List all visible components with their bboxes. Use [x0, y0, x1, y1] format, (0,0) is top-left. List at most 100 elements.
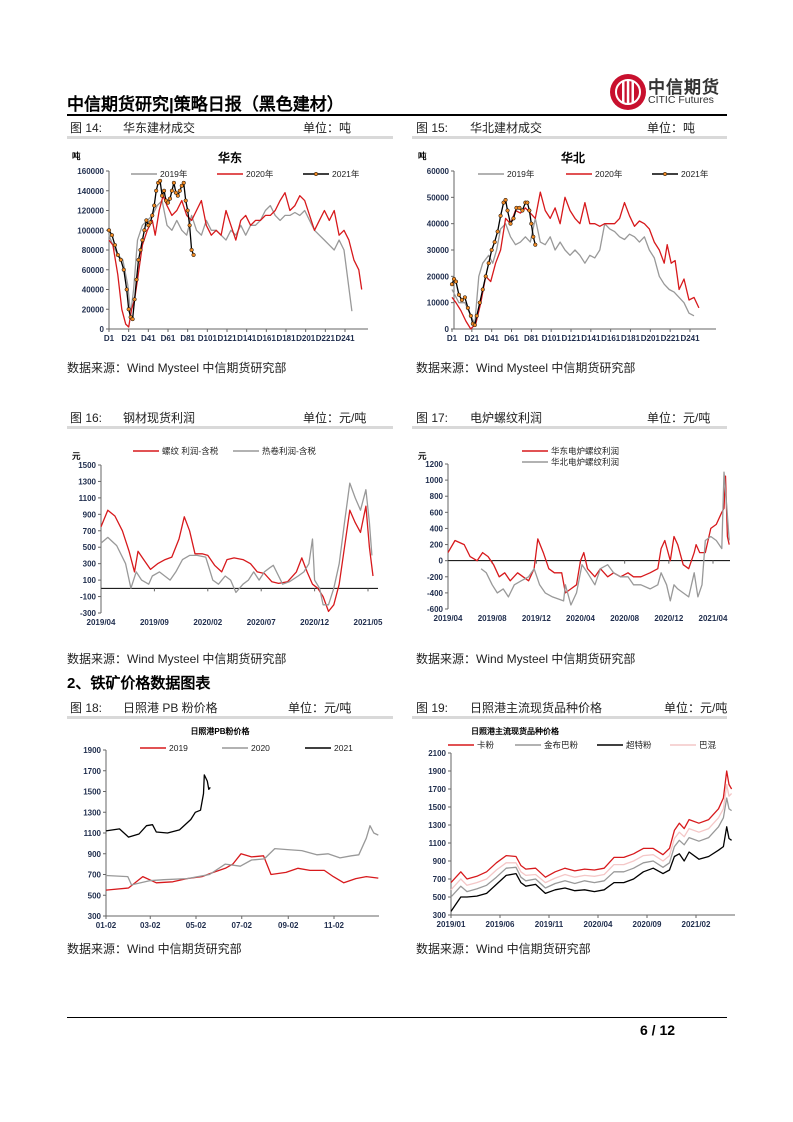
x-tick-label: 2020/09: [633, 920, 662, 929]
x-tick-label: D161: [257, 334, 277, 343]
data-point: [474, 313, 479, 318]
x-tick-label: D141: [237, 334, 257, 343]
data-point: [106, 228, 112, 233]
y-tick-label: 50000: [427, 193, 450, 202]
chart-17: -600 -400 -200 0 200 400 600 800 1000 1200 2019/04…: [418, 446, 730, 623]
header-divider: [67, 114, 727, 116]
y-axis-unit: 元: [72, 451, 81, 461]
x-tick-label: D241: [680, 334, 700, 343]
y-tick-label: 30000: [427, 246, 450, 255]
data-point: [134, 277, 139, 282]
x-tick-label: D101: [198, 334, 218, 343]
data-point: [191, 252, 196, 257]
y-tick-label: 400: [430, 524, 444, 533]
legend-label: 卡粉: [477, 740, 495, 750]
y-tick-label: 120000: [77, 207, 104, 216]
series-line: [108, 192, 363, 328]
x-tick-label: 09-02: [278, 921, 299, 930]
legend-label: 螺纹 利润-含税: [162, 446, 219, 456]
y-tick-label: 500: [88, 891, 102, 900]
x-tick-label: D201: [296, 334, 316, 343]
data-point: [505, 208, 510, 213]
figure-number: 图 16:: [70, 411, 103, 425]
chart-15: 0 10000 20000 30000 40000 50000 60000 D1 D21 D41 D…: [418, 150, 716, 343]
y-tick-label: 700: [433, 875, 447, 884]
data-point: [477, 300, 482, 305]
data-point: [489, 247, 494, 253]
data-point: [112, 243, 117, 248]
data-point: [453, 279, 459, 284]
legend-label: 2020年: [595, 169, 623, 179]
data-point: [185, 208, 190, 213]
x-tick-label: D21: [121, 334, 136, 343]
y-tick-label: 500: [83, 543, 97, 552]
y-tick-label: 900: [433, 857, 447, 866]
legend-marker: [662, 171, 668, 177]
data-point: [109, 233, 114, 238]
figure-source: 数据来源：Wind 中信期货研究部: [67, 942, 242, 956]
y-tick-label: 60000: [82, 266, 105, 275]
data-point: [459, 297, 464, 303]
y-tick-label: 0: [439, 557, 444, 566]
y-tick-label: 600: [430, 508, 444, 517]
data-point: [503, 197, 508, 203]
series-line: [450, 826, 732, 912]
data-point: [130, 317, 135, 322]
page-number: 6 / 12: [640, 1022, 676, 1038]
y-tick-label: 700: [83, 527, 97, 536]
chart-title: 日照港PB粉价格: [190, 726, 250, 736]
x-tick-label: 2020/12: [300, 618, 329, 627]
data-point: [517, 205, 522, 210]
x-tick-label: 2019/01: [437, 920, 466, 929]
y-tick-label: 800: [430, 492, 444, 501]
y-tick-label: 1500: [428, 803, 446, 812]
y-tick-label: 100: [83, 576, 97, 585]
figure-unit: 单位：吨: [303, 121, 352, 135]
data-point: [171, 180, 176, 185]
data-point: [144, 218, 149, 223]
data-point: [508, 221, 513, 226]
chart-16: -300 -100 100 300 500 700 900 1100 1300 1500 2019/…: [72, 446, 383, 627]
x-tick-label: D21: [464, 334, 479, 343]
figure-source: 数据来源：Wind 中信期货研究部: [416, 942, 591, 956]
x-tick-label: D121: [561, 334, 581, 343]
legend-label: 2019年: [507, 169, 535, 179]
data-point: [146, 223, 151, 228]
figure-source: 数据来源：Wind Mysteel 中信期货研究部: [416, 652, 636, 666]
data-point: [472, 323, 477, 328]
figure-number: 图 17:: [416, 411, 449, 425]
x-tick-label: 2019/04: [434, 614, 463, 623]
series-line: [447, 475, 730, 594]
legend-label: 2021年: [681, 169, 709, 179]
figure-number: 图 14:: [70, 121, 103, 135]
caption-divider: [67, 136, 393, 139]
data-point: [495, 229, 500, 234]
data-point: [531, 234, 536, 239]
x-tick-label: 2021/05: [354, 618, 383, 627]
data-point: [162, 188, 167, 193]
figure-title: 华东建材成交: [123, 121, 196, 135]
y-tick-label: 80000: [82, 246, 105, 255]
x-tick-label: D1: [447, 334, 458, 343]
x-tick-label: D41: [141, 334, 156, 343]
y-tick-label: 1900: [83, 746, 101, 755]
data-point: [165, 200, 171, 205]
x-tick-label: 05-02: [186, 921, 207, 930]
data-point: [480, 287, 485, 292]
y-tick-label: 700: [88, 871, 102, 880]
chart-19: 300 500 700 900 1100 1300 1500 1700 1900 2100 2019…: [428, 726, 735, 929]
figure-title: 电炉螺纹利润: [470, 411, 543, 425]
y-tick-label: 1900: [428, 767, 446, 776]
y-tick-label: 100000: [77, 226, 104, 235]
logo-text-cn: 中信期货: [648, 78, 720, 97]
caption-divider: [412, 426, 727, 429]
legend-label: 华北电炉螺纹利润: [551, 457, 619, 467]
footer-divider: [67, 1017, 727, 1018]
figure-number: 图 18:: [70, 701, 103, 715]
y-tick-label: 300: [88, 912, 102, 921]
x-tick-label: D141: [581, 334, 601, 343]
report-title: 中信期货研究|策略日报（黑色建材）: [67, 95, 344, 114]
x-tick-label: 11-02: [324, 921, 345, 930]
y-tick-label: 1300: [83, 808, 101, 817]
x-tick-label: 2020/04: [584, 920, 613, 929]
